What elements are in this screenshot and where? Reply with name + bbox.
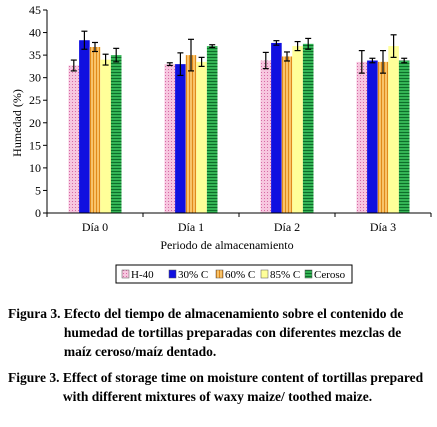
legend-swatch <box>215 269 224 279</box>
bar <box>271 42 282 214</box>
chart: 0 5 10 15 20 25 30 35 40 45 Día 0 Día 1 Día 2 Día 3 H… <box>10 3 432 284</box>
bar <box>281 56 293 213</box>
bars-layer <box>68 30 410 214</box>
y-tick-label: 20 <box>29 116 41 130</box>
y-tick-label: 30 <box>29 71 41 85</box>
y-tick-label: 25 <box>29 93 41 107</box>
bar <box>356 61 368 213</box>
bar <box>196 61 207 213</box>
bar <box>206 46 218 213</box>
x-axis-title: Periodo de almacenamiento <box>160 238 293 252</box>
legend-label: 85% C <box>270 269 300 281</box>
caption-english-label: Figure 3. <box>8 370 60 385</box>
legend-items: H-40 30% C 60% C 85% C Ceroso <box>121 269 346 281</box>
x-tick-label: Día 3 <box>370 220 396 234</box>
axes-layer: 0 5 10 15 20 25 30 35 40 45 Día 0 Día 1 Día 2 Día 3 <box>29 3 432 234</box>
caption-english-text: Effect of storage time on moisture conte… <box>62 370 424 404</box>
bar <box>89 46 101 213</box>
bar <box>164 64 176 213</box>
x-tick-label: Día 1 <box>178 220 204 234</box>
legend-swatch <box>168 269 177 279</box>
legend-label: 30% C <box>178 269 208 281</box>
y-axis-title: Humedad (%) <box>10 89 24 157</box>
caption-spanish: Figura 3. Efecto del tiempo de almacenam… <box>8 304 432 361</box>
legend-swatch <box>260 269 269 279</box>
bar <box>175 64 186 213</box>
legend-frame <box>115 264 353 284</box>
caption-spanish-label: Figura 3. <box>8 306 61 321</box>
caption-spanish-text: Efecto del tiempo de almacenamiento sobr… <box>63 306 404 359</box>
bar <box>260 60 272 213</box>
bar <box>185 55 197 213</box>
y-tick-label: 40 <box>29 26 41 40</box>
legend-label: 60% C <box>225 269 255 281</box>
bar <box>302 43 314 214</box>
legend-label: H-40 <box>131 269 154 281</box>
x-tick-label: Día 2 <box>274 220 300 234</box>
bar <box>292 46 303 213</box>
bar <box>100 59 111 213</box>
y-tick-label: 0 <box>35 206 41 220</box>
y-tick-label: 35 <box>29 48 41 62</box>
y-tick-label: 15 <box>29 138 41 152</box>
legend-swatch <box>121 269 130 279</box>
bar <box>398 60 410 213</box>
bar <box>68 65 80 213</box>
bar <box>367 60 378 213</box>
legend-label: Ceroso <box>314 269 346 281</box>
bar <box>388 46 399 213</box>
bar <box>110 55 122 213</box>
y-tick-label: 5 <box>35 183 41 197</box>
bar <box>79 40 90 214</box>
legend: H-40 30% C 60% C 85% C Ceroso <box>115 264 353 284</box>
bar <box>377 61 389 213</box>
caption-english: Figure 3. Effect of storage time on mois… <box>8 368 432 406</box>
y-tick-label: 45 <box>29 3 41 17</box>
y-tick-label: 10 <box>29 161 41 175</box>
legend-swatch <box>304 269 313 279</box>
x-tick-label: Día 0 <box>82 220 108 234</box>
